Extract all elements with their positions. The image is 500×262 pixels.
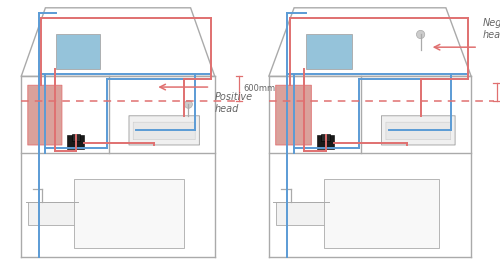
Bar	[56, 35, 100, 69]
Bar	[28, 202, 76, 225]
Bar	[276, 202, 326, 225]
FancyBboxPatch shape	[276, 85, 312, 145]
FancyBboxPatch shape	[129, 116, 200, 145]
Bar	[68, 135, 84, 149]
FancyBboxPatch shape	[28, 85, 62, 145]
Bar	[322, 134, 330, 141]
Bar	[324, 179, 439, 248]
Bar	[72, 134, 80, 141]
FancyBboxPatch shape	[133, 122, 195, 140]
FancyBboxPatch shape	[382, 116, 455, 145]
Text: Negative
head: Negative head	[482, 18, 500, 40]
Circle shape	[416, 30, 424, 39]
FancyBboxPatch shape	[386, 122, 450, 140]
Text: 600mm: 600mm	[244, 84, 276, 93]
Circle shape	[184, 100, 192, 108]
Text: Positive
head: Positive head	[215, 92, 253, 114]
Bar	[317, 135, 334, 149]
Bar	[306, 35, 352, 69]
Bar	[74, 179, 184, 248]
